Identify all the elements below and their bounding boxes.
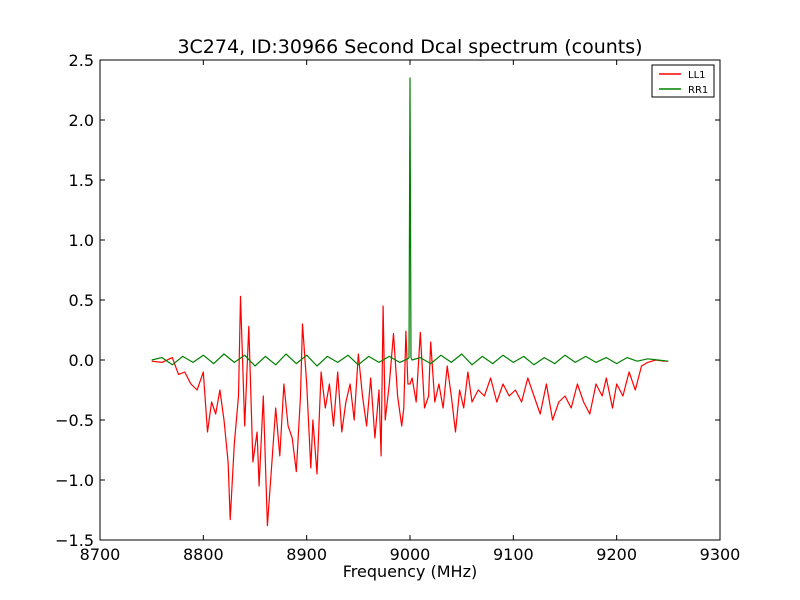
series-line-ll1: [151, 295, 669, 527]
y-tick-label: 2.5: [69, 51, 94, 70]
legend-label-ll1: LL1: [688, 70, 706, 81]
x-tick-label: 9100: [493, 545, 534, 564]
series-line-rr1: [151, 77, 669, 367]
legend: LL1 RR1: [651, 64, 715, 98]
chart-title: 3C274, ID:30966 Second Dcal spectrum (co…: [177, 36, 642, 58]
legend-label-rr1: RR1: [688, 85, 708, 96]
y-tick-label: 1.0: [69, 231, 94, 250]
legend-box: [651, 64, 715, 98]
y-tick-label: 0.0: [69, 351, 94, 370]
x-tick-label: 8800: [183, 545, 224, 564]
y-tick-label: −1.0: [55, 471, 94, 490]
y-tick-label: 0.5: [69, 291, 94, 310]
y-tick-label: −1.5: [55, 531, 94, 550]
y-tick-label: 1.5: [69, 171, 94, 190]
y-tick-label: −0.5: [55, 411, 94, 430]
ticks-layer: 8700 8800 8900 9000 9100 9200 9300 −1.5 −1.0 −0.5…: [55, 51, 740, 564]
x-tick-label: 8900: [286, 545, 327, 564]
x-tick-label: 8700: [80, 545, 121, 564]
x-tick-label: 9300: [700, 545, 741, 564]
x-axis-label: Frequency (MHz): [343, 562, 477, 581]
x-tick-label: 9000: [390, 545, 431, 564]
x-tick-label: 9200: [596, 545, 637, 564]
plot-frame: [99, 59, 721, 541]
y-tick-label: 2.0: [69, 111, 94, 130]
series-layer: [151, 77, 669, 527]
